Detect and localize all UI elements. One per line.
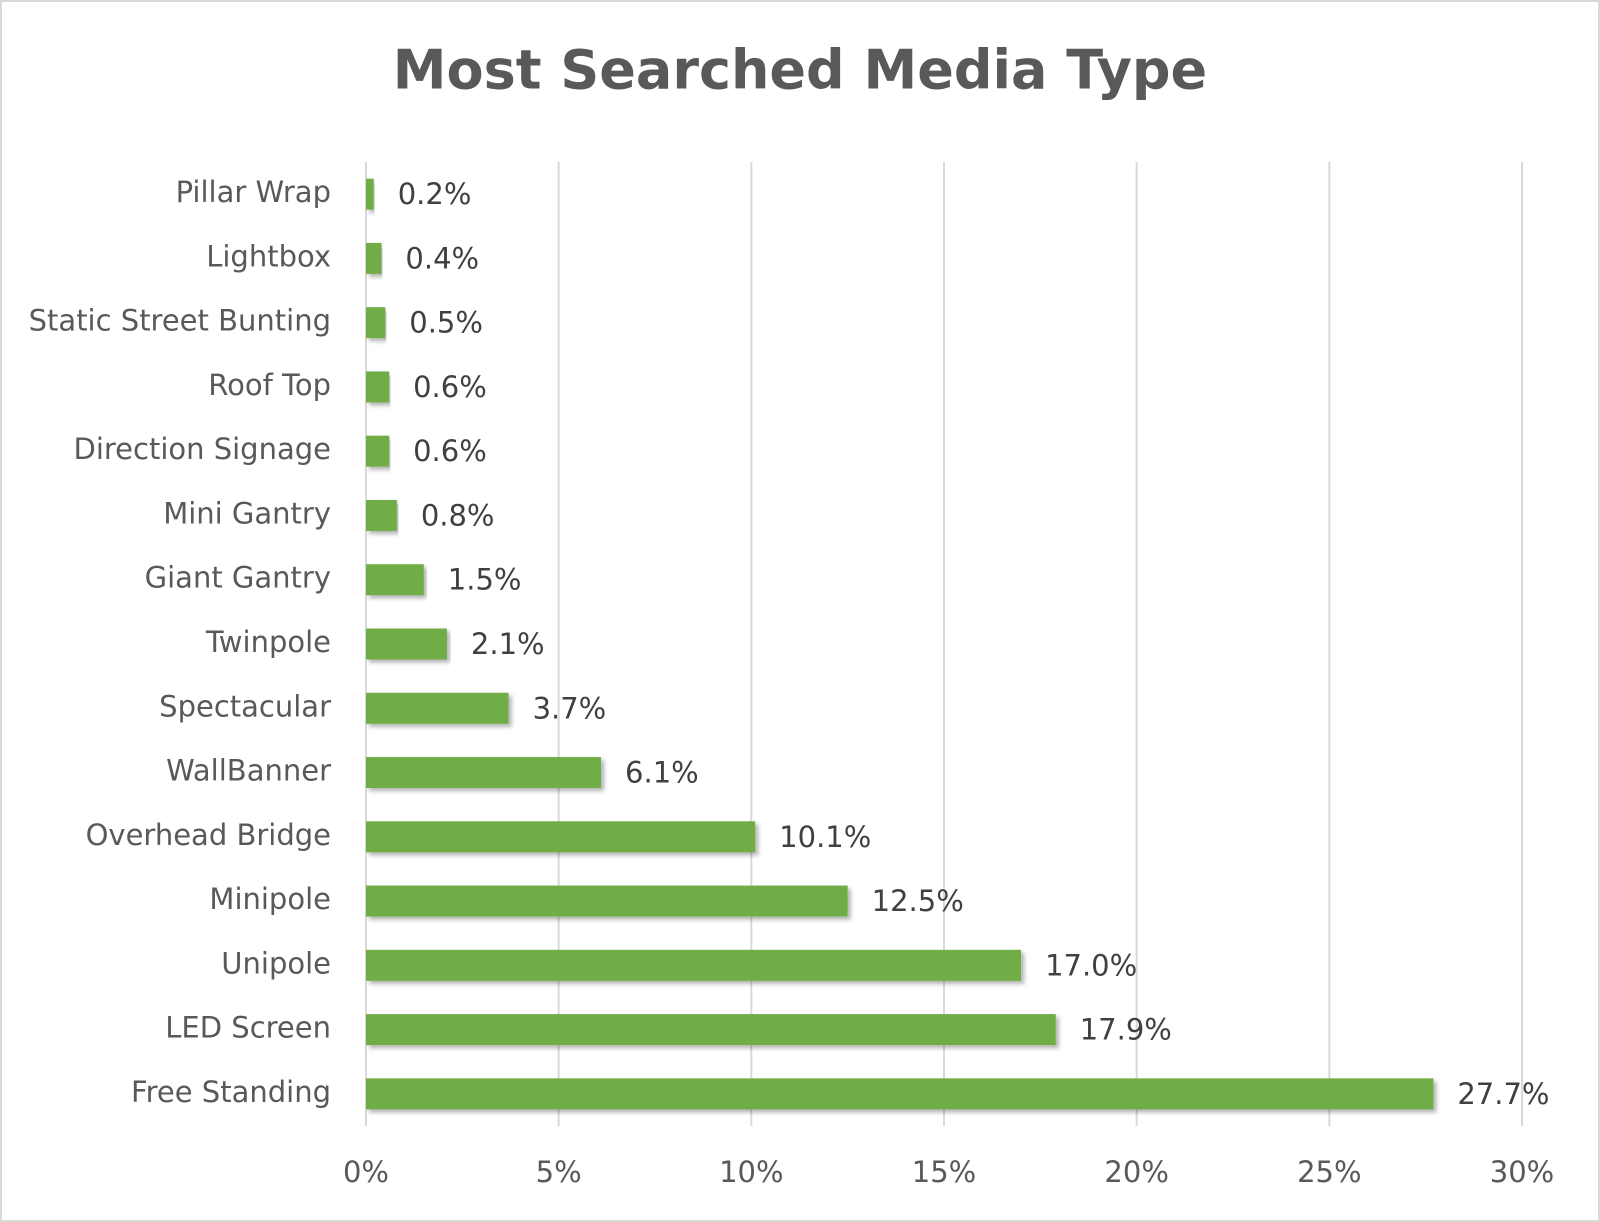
- bar: [366, 371, 390, 403]
- x-tick-label: 0%: [343, 1155, 389, 1189]
- bar: [366, 757, 602, 789]
- x-tick-label: 30%: [1490, 1155, 1554, 1189]
- bar: [366, 1014, 1056, 1046]
- value-label: 6.1%: [625, 756, 699, 790]
- value-label: 2.1%: [471, 627, 545, 661]
- y-tick-label: Twinpole: [205, 625, 331, 659]
- bar: [366, 628, 447, 660]
- value-label: 1.5%: [448, 563, 522, 597]
- x-tick-label: 15%: [912, 1155, 976, 1189]
- bar: [366, 821, 756, 853]
- value-label: 3.7%: [533, 691, 607, 725]
- x-tick-label: 20%: [1104, 1155, 1168, 1189]
- bar: [366, 564, 424, 596]
- y-tick-label: Overhead Bridge: [86, 818, 331, 852]
- bars: Pillar Wrap 0.2% Lightbox 0.4% Static Street…: [29, 175, 1550, 1111]
- bar: [366, 1078, 1434, 1110]
- y-tick-label: Pillar Wrap: [176, 175, 331, 209]
- value-label: 0.8%: [421, 498, 495, 532]
- value-label: 0.6%: [413, 434, 487, 468]
- bar: [366, 435, 390, 467]
- bar: [366, 178, 374, 210]
- value-label: 0.2%: [398, 177, 472, 211]
- bar: [366, 885, 848, 917]
- x-tick-label: 5%: [536, 1155, 582, 1189]
- y-tick-label: LED Screen: [165, 1011, 331, 1045]
- y-tick-label: Lightbox: [206, 239, 331, 273]
- y-tick-label: Giant Gantry: [145, 561, 331, 595]
- value-label: 0.5%: [409, 306, 483, 340]
- y-tick-label: Spectacular: [159, 689, 331, 723]
- y-tick-label: Roof Top: [208, 368, 331, 402]
- bar: [366, 499, 397, 531]
- value-label: 12.5%: [872, 884, 964, 918]
- value-label: 10.1%: [779, 820, 871, 854]
- x-tick-label: 25%: [1297, 1155, 1361, 1189]
- y-tick-label: Unipole: [221, 946, 331, 980]
- value-label: 0.4%: [405, 241, 479, 275]
- value-label: 17.0%: [1045, 948, 1137, 982]
- x-tick-label: 10%: [719, 1155, 783, 1189]
- value-label: 27.7%: [1457, 1077, 1549, 1111]
- y-tick-label: Static Street Bunting: [29, 304, 331, 338]
- bar: [366, 692, 509, 724]
- y-tick-label: Minipole: [209, 882, 331, 916]
- y-tick-label: Mini Gantry: [163, 496, 331, 530]
- bar: [366, 242, 382, 274]
- y-tick-label: Free Standing: [131, 1075, 331, 1109]
- bar: [366, 949, 1022, 981]
- y-tick-label: WallBanner: [166, 754, 331, 788]
- chart-title: Most Searched Media Type: [393, 39, 1207, 102]
- value-label: 17.9%: [1080, 1013, 1172, 1047]
- value-label: 0.6%: [413, 370, 487, 404]
- y-tick-label: Direction Signage: [73, 432, 331, 466]
- bar: [366, 307, 386, 339]
